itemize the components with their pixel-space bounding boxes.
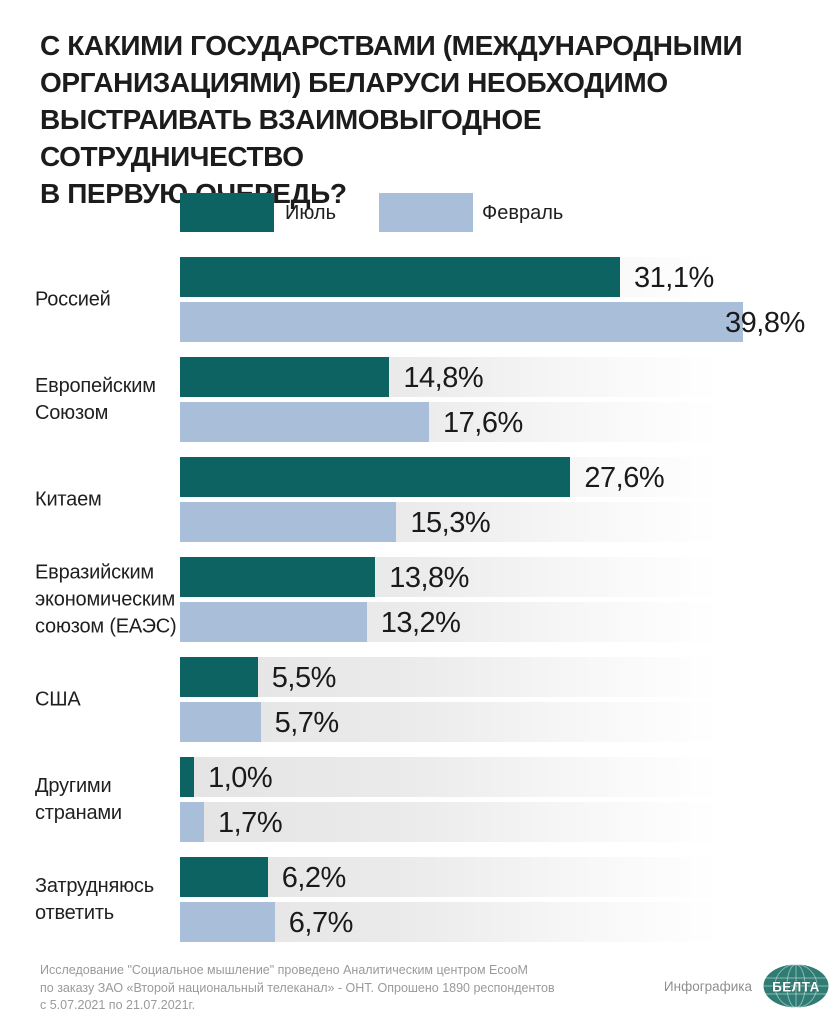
bar-july [180,457,571,497]
bar-track [180,757,760,797]
bar-february [180,502,397,542]
bar-february [180,402,429,442]
bar-row-february: 15,3% [180,502,839,542]
legend-label-february: Февраль [482,202,564,224]
bar-row-february: 39,8% [180,302,839,342]
category-label: Другими странами [35,774,122,824]
credit-label: Инфографика [663,978,752,994]
category-label: Китаем [35,488,102,510]
bars-area: 14,8% 17,6% [180,357,839,442]
bar-row-february: 13,2% [180,602,839,642]
category-label: США [35,688,81,710]
bar-track [180,857,760,897]
chart-group: Европейским Союзом 14,8% 17,6% [0,357,839,442]
bars-area: 13,8% 13,2% [180,557,839,642]
bar-july [180,357,390,397]
bar-row-july: 31,1% [180,257,839,297]
belta-logo-text: БЕЛТА [772,980,820,995]
bar-july [180,557,376,597]
value-label-july: 13,8% [389,562,469,594]
bar-row-july: 6,2% [180,857,839,897]
credit-block: Инфографика БЕЛТА [664,961,830,1011]
bars-area: 5,5% 5,7% [180,657,839,742]
bar-february [180,802,204,842]
chart-group: Китаем 27,6% 15,3% [0,457,839,542]
source-text: Исследование "Социальное мышление" прове… [40,963,555,1012]
bar-february [180,302,743,342]
value-label-february: 5,7% [274,707,340,739]
bars-area: 27,6% 15,3% [180,457,839,542]
bar-row-july: 13,8% [180,557,839,597]
bar-february [180,702,261,742]
bar-track [180,657,760,697]
chart-group: Евразийским экономическим союзом (ЕАЭС) … [0,557,839,642]
bar-chart: Россией 31,1% 39,8% Европейским Союзом [0,257,839,957]
bar-track [180,702,760,742]
bar-february [180,602,367,642]
value-label-february: 15,3% [410,507,491,539]
category-label: Евразийским экономическим союзом (ЕАЭС) [35,561,177,637]
value-label-february: 39,8% [725,307,805,339]
bar-row-july: 5,5% [180,657,839,697]
legend-swatch-february [379,193,473,232]
bar-july [180,257,620,297]
value-label-july: 6,2% [281,862,347,894]
value-label-february: 1,7% [218,807,283,839]
legend: Июль Февраль [180,193,740,232]
bar-july [180,857,268,897]
bars-area: 6,2% 6,7% [180,857,839,942]
chart-group: Россией 31,1% 39,8% [0,257,839,342]
bar-row-february: 17,6% [180,402,839,442]
bar-row-july: 27,6% [180,457,839,497]
legend-label-july: Июль [285,202,337,224]
category-label: Европейским Союзом [35,374,156,424]
bar-july [180,757,195,797]
category-label: Затрудняюсь ответить [35,874,154,924]
bar-row-july: 14,8% [180,357,839,397]
bars-area: 1,0% 1,7% [180,757,839,842]
value-label-july: 5,5% [271,662,337,694]
value-label-february: 6,7% [288,907,354,939]
chart-group: Затрудняюсь ответить 6,2% 6,7% [0,857,839,942]
category-label: Россией [35,288,111,310]
bar-row-february: 1,7% [180,802,839,842]
value-label-july: 14,8% [403,362,484,394]
value-label-february: 17,6% [443,407,523,439]
bars-area: 31,1% 39,8% [180,257,839,342]
page-title: С КАКИМИ ГОСУДАРСТВАМИ (МЕЖДУНАРОДНЫМИ О… [40,30,743,209]
value-label-february: 13,2% [380,607,461,639]
bar-track [180,802,760,842]
chart-group: Другими странами 1,0% 1,7% [0,757,839,842]
bar-row-february: 6,7% [180,902,839,942]
value-label-july: 27,6% [584,462,665,494]
bar-track [180,902,760,942]
bar-july [180,657,258,697]
bar-row-february: 5,7% [180,702,839,742]
globe-grid-icon [763,964,829,1008]
bar-row-july: 1,0% [180,757,839,797]
belta-logo: БЕЛТА [763,964,829,1008]
value-label-july: 31,1% [634,262,714,294]
value-label-july: 1,0% [208,762,273,794]
bar-february [180,902,275,942]
legend-swatch-july [180,193,274,232]
chart-group: США 5,5% 5,7% [0,657,839,742]
